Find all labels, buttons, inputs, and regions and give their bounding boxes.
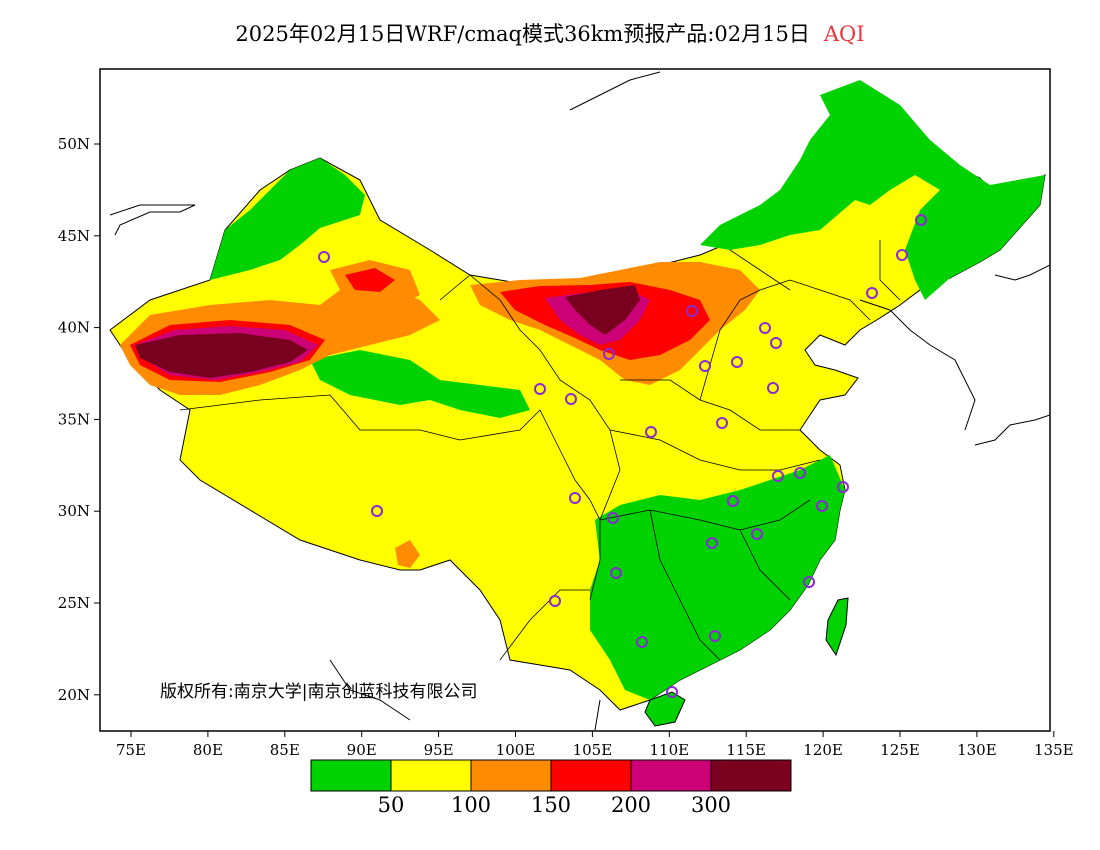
lon-tick-label: 95E <box>424 741 454 759</box>
lon-tick-label: 125E <box>880 741 920 759</box>
lon-tick-label: 105E <box>573 741 613 759</box>
legend-label: 50 <box>378 793 405 817</box>
lat-tick-label: 45N <box>58 227 90 245</box>
legend-label: 100 <box>451 793 491 817</box>
lon-tick-label: 115E <box>726 741 766 759</box>
map-title: 2025年02月15日WRF/cmaq模式36km预报产品:02月15日 AQI <box>0 18 1100 48</box>
lon-axis: 75E 80E 85E 90E 95E 100E 105E 110E 115E 120E 125E 1… <box>116 731 1074 759</box>
region-south-good <box>590 455 845 700</box>
region-qinghai-good <box>310 350 530 418</box>
lon-tick-label: 80E <box>193 741 223 759</box>
legend-label: 300 <box>691 793 731 817</box>
legend-label: 150 <box>531 793 571 817</box>
island-hainan <box>644 691 686 727</box>
region-north-hazardous <box>565 285 640 335</box>
lat-tick-label: 25N <box>58 594 90 612</box>
map-frame <box>99 68 1051 732</box>
lon-tick-label: 75E <box>116 741 146 759</box>
region-northwest-good <box>210 158 365 280</box>
lon-tick-label: 100E <box>496 741 536 759</box>
legend-swatch <box>390 759 472 792</box>
lon-tick-label: 135E <box>1034 741 1074 759</box>
city-markers <box>318 214 927 698</box>
region-tibet-south-moderate <box>395 540 420 568</box>
island-taiwan <box>825 597 849 657</box>
aqi-legend: 50 100 150 200 300 <box>310 759 792 817</box>
lon-tick-label: 120E <box>803 741 843 759</box>
legend-swatch <box>470 759 552 792</box>
lon-tick-label: 85E <box>270 741 300 759</box>
region-urumqi-unhealthy <box>345 268 395 292</box>
lat-tick-label: 20N <box>58 686 90 704</box>
province-boundaries <box>179 240 901 661</box>
legend-swatch <box>550 759 632 792</box>
copyright-text: 版权所有:南京大学|南京创蓝科技有限公司 <box>160 682 477 702</box>
region-northeast-good <box>700 80 1045 300</box>
lat-tick-label: 35N <box>58 410 90 428</box>
title-main: 2025年02月15日WRF/cmaq模式36km预报产品:02月15日 <box>235 22 810 46</box>
lat-tick-label: 30N <box>58 502 90 520</box>
legend-label: 200 <box>611 793 651 817</box>
neighbor-coastlines <box>109 71 1050 731</box>
legend-swatch <box>630 759 712 792</box>
legend-swatch <box>710 759 792 792</box>
region-tarim-hazardous <box>135 333 308 378</box>
lat-tick-label: 50N <box>58 135 90 153</box>
legend-swatch <box>310 759 392 792</box>
lat-axis: 50N 45N 40N 35N 30N 25N 20N <box>58 135 100 704</box>
lon-tick-label: 90E <box>347 741 377 759</box>
lon-tick-label: 110E <box>650 741 690 759</box>
title-highlight: AQI <box>823 22 865 46</box>
lon-tick-label: 130E <box>957 741 997 759</box>
lat-tick-label: 40N <box>58 319 90 337</box>
